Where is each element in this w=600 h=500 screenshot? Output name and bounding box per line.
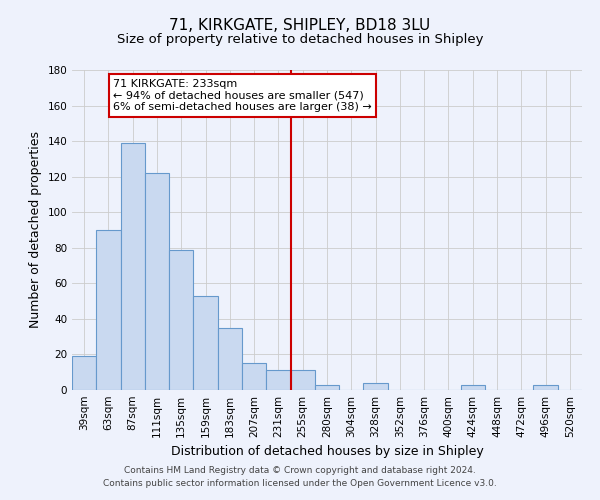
Bar [315, 384, 339, 390]
Bar [533, 384, 558, 390]
Bar [169, 250, 193, 390]
Bar [242, 364, 266, 390]
Bar [218, 328, 242, 390]
Bar [193, 296, 218, 390]
Text: 71, KIRKGATE, SHIPLEY, BD18 3LU: 71, KIRKGATE, SHIPLEY, BD18 3LU [169, 18, 431, 32]
Bar [290, 370, 315, 390]
Text: Contains HM Land Registry data © Crown copyright and database right 2024.
Contai: Contains HM Land Registry data © Crown c… [103, 466, 497, 487]
Bar [96, 230, 121, 390]
Text: Size of property relative to detached houses in Shipley: Size of property relative to detached ho… [117, 34, 483, 46]
Bar [461, 384, 485, 390]
Bar [72, 356, 96, 390]
Bar [121, 143, 145, 390]
Bar [266, 370, 290, 390]
Y-axis label: Number of detached properties: Number of detached properties [29, 132, 42, 328]
Bar [364, 383, 388, 390]
Text: 71 KIRKGATE: 233sqm
← 94% of detached houses are smaller (547)
6% of semi-detach: 71 KIRKGATE: 233sqm ← 94% of detached ho… [113, 79, 372, 112]
Bar [145, 173, 169, 390]
X-axis label: Distribution of detached houses by size in Shipley: Distribution of detached houses by size … [170, 446, 484, 458]
